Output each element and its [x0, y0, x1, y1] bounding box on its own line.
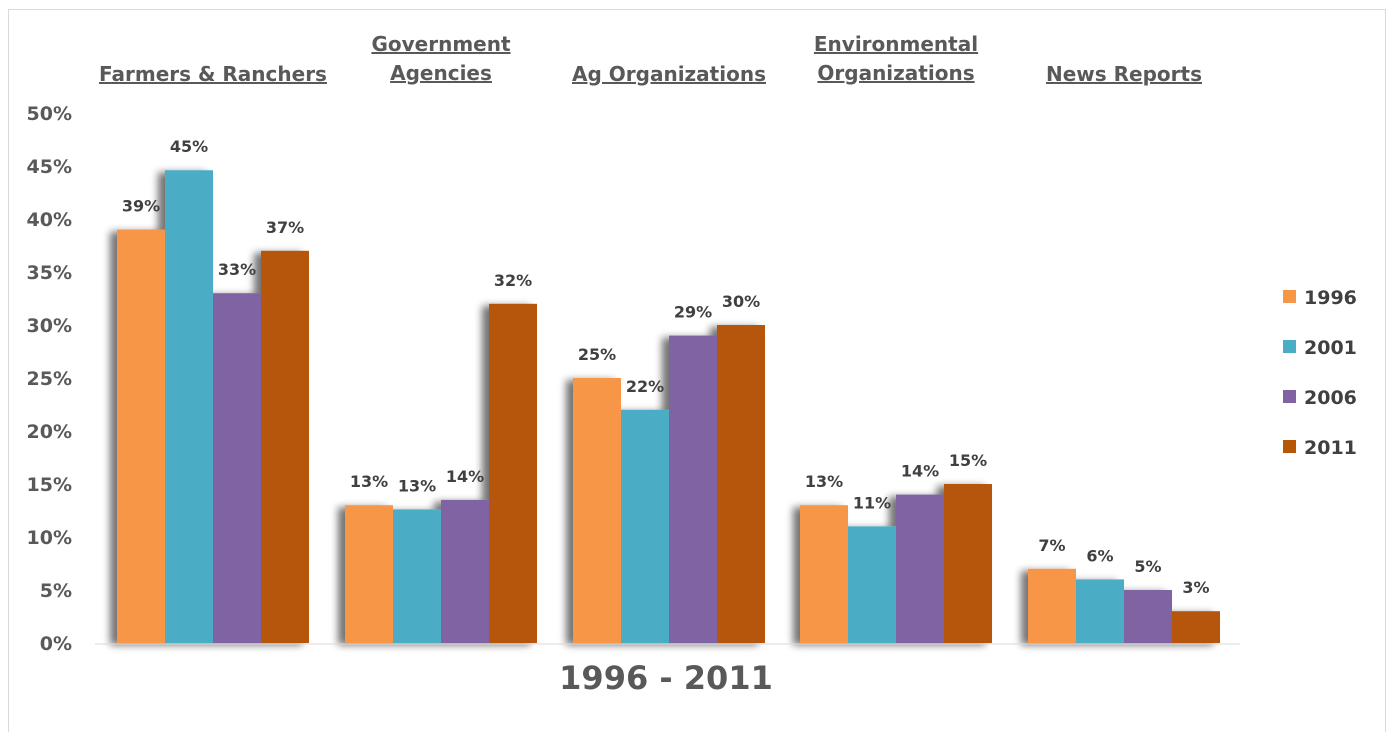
y-tick-label: 0%: [40, 633, 72, 655]
y-tick-label: 35%: [27, 262, 72, 284]
legend-swatch: [1283, 340, 1296, 353]
data-label: 37%: [266, 218, 304, 237]
bar-1996: [1028, 569, 1076, 643]
y-tick-label: 40%: [27, 209, 72, 231]
bar-2006: [896, 495, 944, 643]
data-label: 11%: [853, 493, 891, 512]
y-tick-label: 20%: [27, 421, 72, 443]
data-label: 32%: [494, 271, 532, 290]
data-label: 29%: [674, 303, 712, 322]
legend-label: 2001: [1304, 337, 1357, 359]
data-label: 22%: [626, 377, 664, 396]
legend: 1996 2001 2006 2011: [1283, 287, 1357, 459]
data-label: 14%: [901, 462, 939, 481]
bar-groups: 39% 45% 33% 37% 13% 13% 14% 32% 25% 22% 29% 30% 13% 1…: [117, 137, 1220, 643]
bar-2006: [441, 500, 489, 643]
bar-2006: [213, 293, 261, 643]
data-label: 13%: [398, 476, 436, 495]
data-label: 25%: [578, 345, 616, 364]
legend-label: 2011: [1304, 437, 1357, 459]
bar-2006: [1124, 590, 1172, 643]
bar-2011: [489, 304, 537, 643]
bar-group: [117, 170, 309, 643]
y-tick-label: 30%: [27, 315, 72, 337]
bar-2011: [261, 251, 309, 643]
data-label: 15%: [949, 451, 987, 470]
data-label: 6%: [1086, 546, 1113, 565]
bar-1996: [117, 230, 165, 643]
data-label: 3%: [1182, 578, 1209, 597]
y-tick-label: 50%: [27, 103, 72, 125]
bar-group: [573, 325, 765, 643]
y-tick-label: 25%: [27, 368, 72, 390]
data-label: 30%: [722, 292, 760, 311]
bar-1996: [800, 505, 848, 643]
bar-2006: [669, 336, 717, 643]
legend-swatch: [1283, 390, 1296, 403]
bar-2001: [621, 410, 669, 643]
bar-group: [800, 484, 992, 643]
data-label: 13%: [350, 472, 388, 491]
data-label: 39%: [122, 197, 160, 216]
y-tick-label: 5%: [40, 580, 72, 602]
y-tick-label: 15%: [27, 474, 72, 496]
data-label: 33%: [218, 260, 256, 279]
data-label: 7%: [1038, 536, 1065, 555]
bar-2011: [717, 325, 765, 643]
bar-2001: [848, 526, 896, 643]
bar-1996: [573, 378, 621, 643]
data-label: 14%: [446, 467, 484, 486]
legend-label: 2006: [1304, 387, 1357, 409]
legend-swatch: [1283, 440, 1296, 453]
data-label: 45%: [170, 137, 208, 156]
x-axis-title: 1996 - 2011: [559, 659, 773, 697]
data-label: 5%: [1134, 557, 1161, 576]
bar-2001: [393, 509, 441, 643]
y-tick-label: 10%: [27, 527, 72, 549]
legend-label: 1996: [1304, 287, 1357, 309]
legend-swatch: [1283, 290, 1296, 303]
y-tick-label: 45%: [27, 156, 72, 178]
y-axis: 0% 5% 10% 15% 20% 25% 30% 35% 40% 45% 50%: [27, 103, 72, 655]
bar-2001: [165, 170, 213, 643]
bar-1996: [345, 505, 393, 643]
bar-2001: [1076, 579, 1124, 643]
bar-2011: [1172, 611, 1220, 643]
data-label: 13%: [805, 472, 843, 491]
bar-2011: [944, 484, 992, 643]
